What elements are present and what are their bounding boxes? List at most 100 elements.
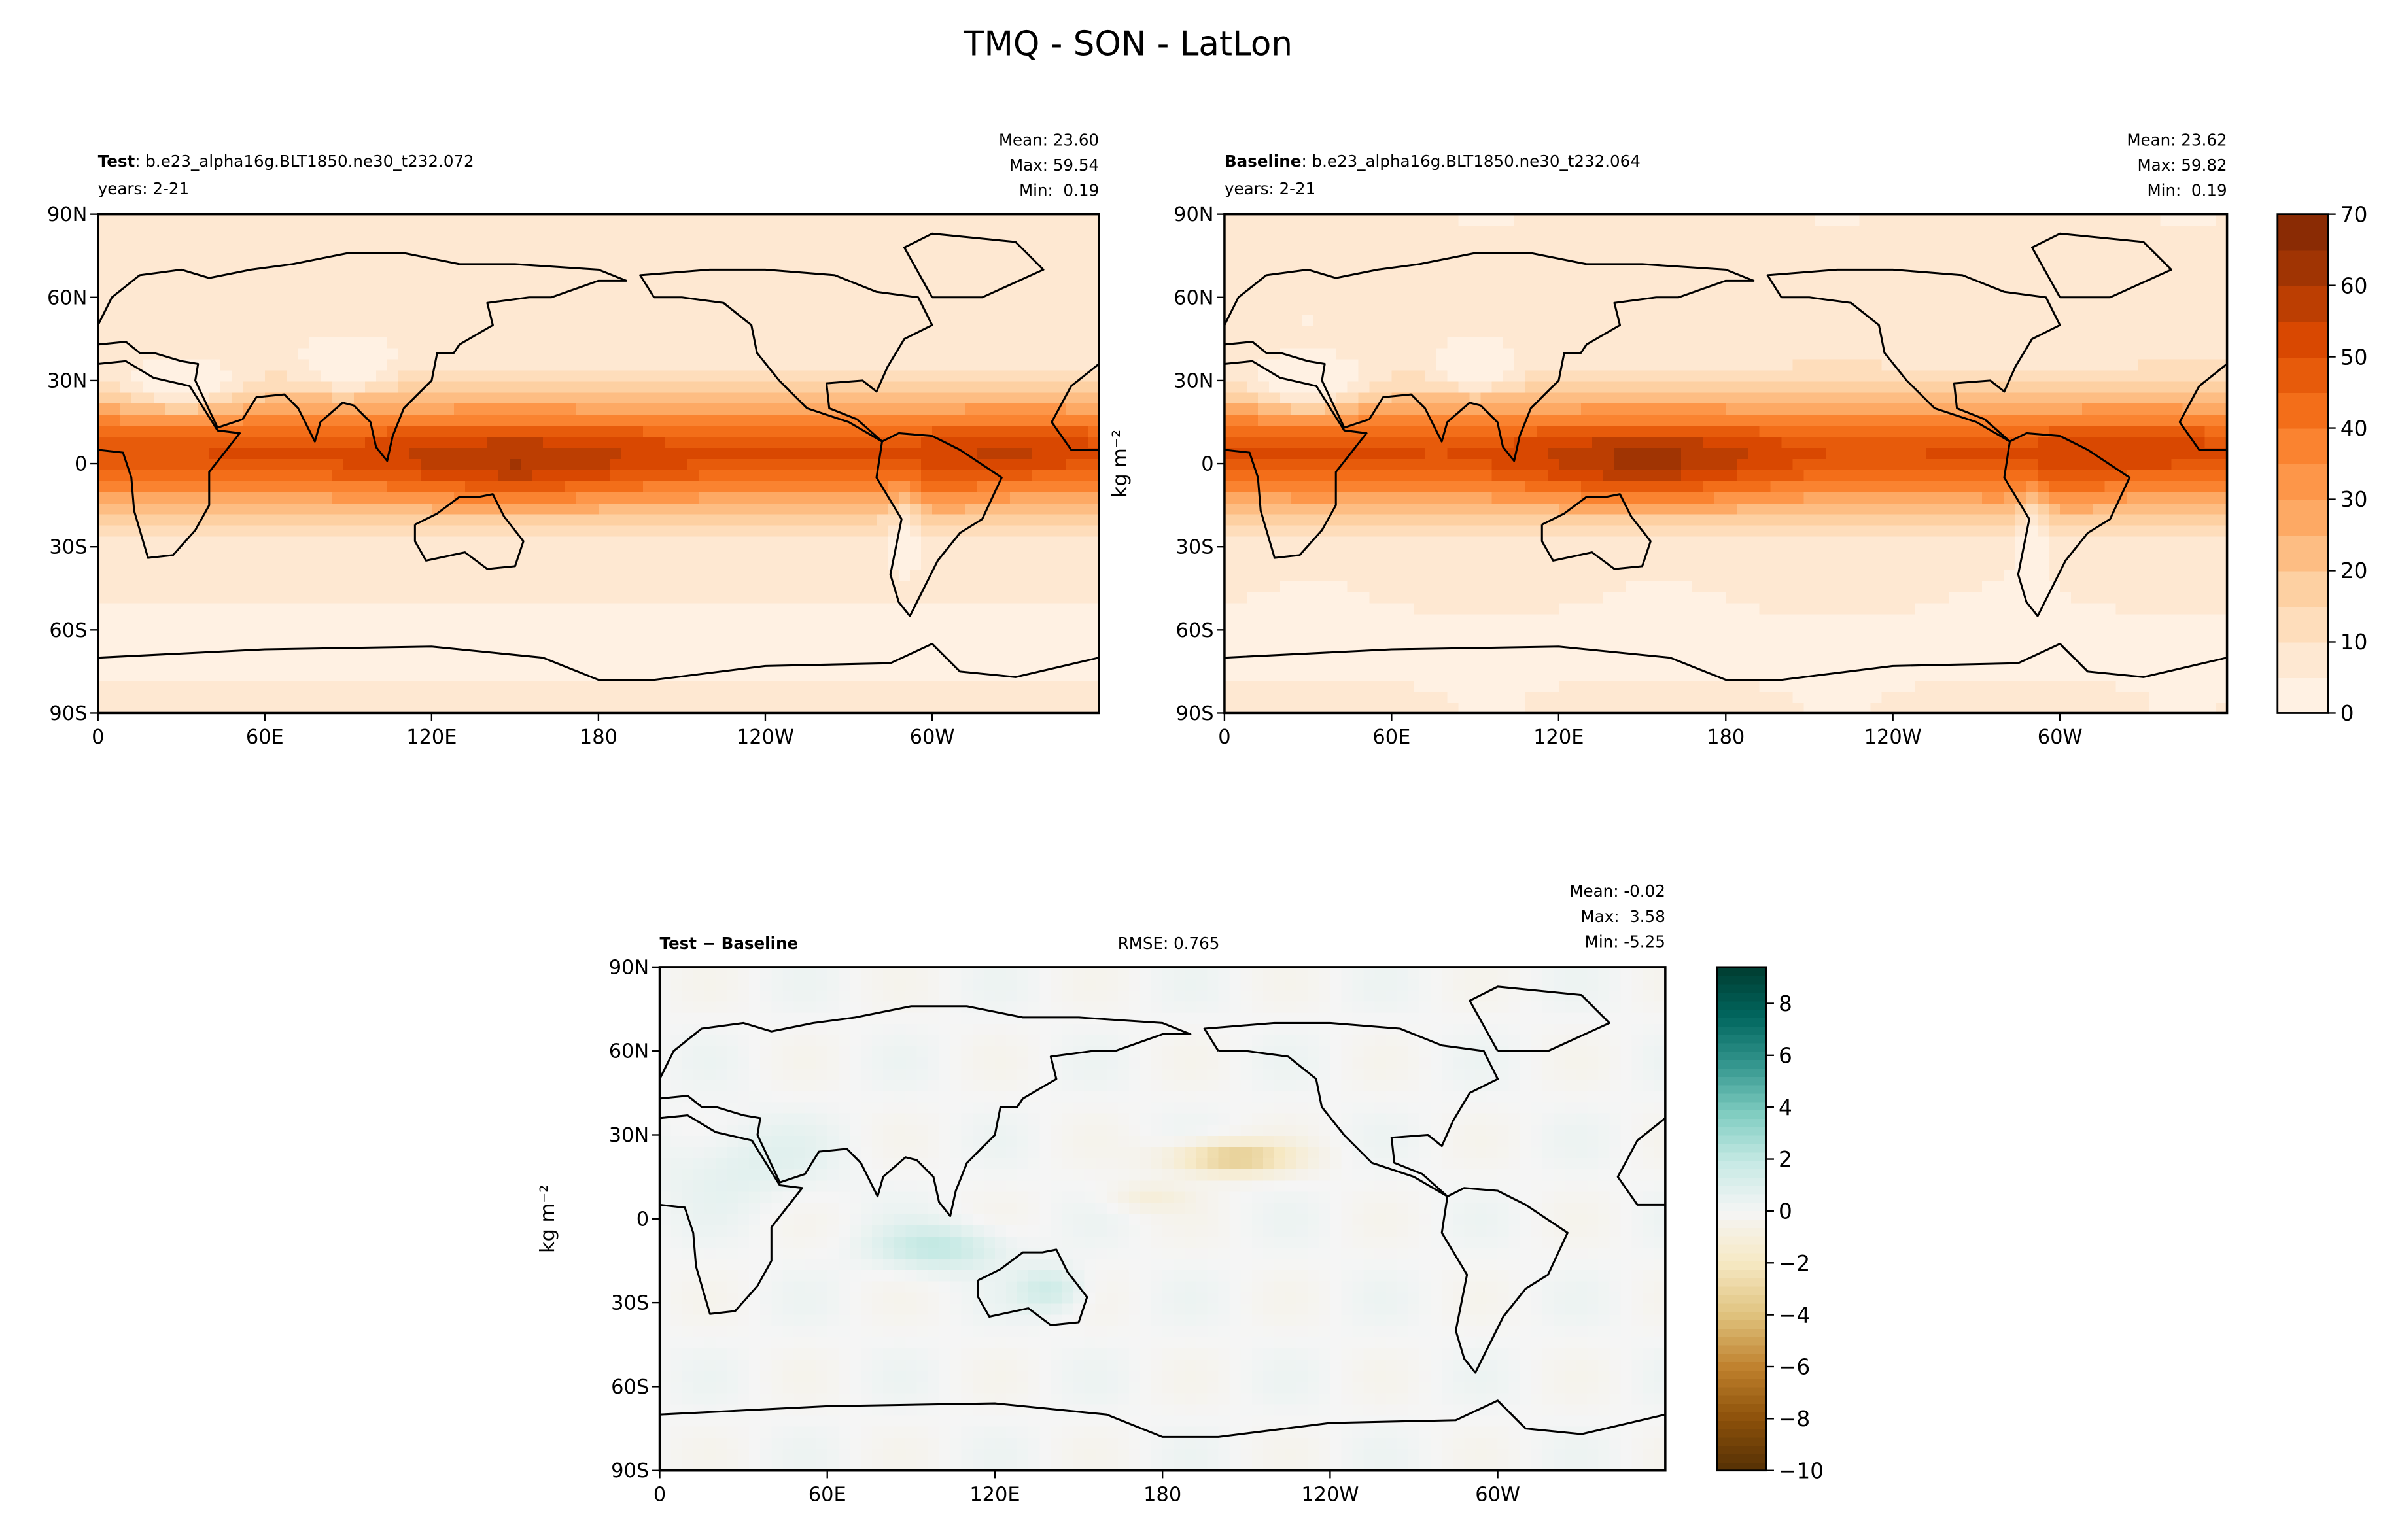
field-cell [320,303,333,315]
field-cell [642,336,655,349]
field-cell [798,668,811,681]
field-cell [420,314,433,326]
field-cell [1302,314,1315,326]
field-cell [899,380,911,393]
field-cell [253,358,266,371]
field-cell [910,458,922,470]
field-cell [887,624,900,637]
field-cell [642,292,655,304]
field-cell [988,325,1000,337]
field-cell [198,303,211,315]
field-cell [498,469,511,481]
field-cell [453,635,466,648]
field-cell [1402,602,1415,615]
field-cell [565,424,578,437]
field-cell [943,513,956,526]
field-cell [921,613,933,626]
field-cell [242,369,255,382]
field-cell [320,236,333,248]
field-cell [843,691,856,703]
field-cell [1043,369,1056,382]
field-cell [309,536,322,548]
field-cell [1235,247,1248,260]
field-cell [631,580,644,592]
field-cell [1246,436,1259,449]
field-cell [242,646,255,659]
field-cell [164,336,177,349]
field-cell [320,657,333,670]
field-cell [264,325,277,337]
field-cell [364,447,377,459]
field-cell [309,380,322,393]
field-cell [131,225,144,237]
field-cell [164,691,177,703]
field-cell [1380,558,1393,570]
field-cell [231,458,244,470]
field-cell [1336,491,1348,504]
field-cell [620,436,633,449]
field-cell [186,402,200,415]
field-cell [531,624,544,637]
field-cell [1235,436,1248,449]
field-cell [765,569,778,581]
field-cell [876,258,889,271]
field-cell [921,547,933,559]
field-cell [1224,469,1237,481]
field-cell [287,236,300,248]
field-cell [520,602,533,615]
field-cell [709,679,722,692]
field-cell [1224,613,1237,626]
field-cell [253,247,266,260]
field-cell [754,413,767,426]
field-cell [854,292,867,304]
field-cell [142,380,155,393]
field-cell [932,513,945,526]
field-cell [731,536,744,548]
field-cell [1280,480,1293,492]
field-cell [798,558,811,570]
field-cell [398,524,411,537]
field-cell [131,424,144,437]
field-cell [398,269,411,282]
field-cell [1436,635,1448,648]
field-cell [977,536,989,548]
field-cell [954,590,967,604]
field-cell [264,613,277,626]
field-cell [720,691,733,703]
field-cell [642,258,655,271]
field-cell [1369,668,1382,681]
field-cell [820,580,833,592]
field-cell [509,491,522,504]
field-cell [1235,691,1248,703]
field-cell [809,247,822,260]
field-cell [120,624,133,637]
field-cell [1447,702,1459,713]
field-cell [153,413,166,426]
field-cell [1258,547,1270,559]
field-cell [231,624,244,637]
field-cell [1425,624,1437,637]
field-cell [731,269,744,282]
field-cell [1291,691,1304,703]
field-cell [999,458,1011,470]
field-cell [609,469,622,481]
field-cell [565,480,578,492]
field-cell [709,691,722,703]
field-cell [1369,558,1382,570]
field-cell [765,547,778,559]
field-cell [231,247,244,260]
field-cell [565,569,578,581]
field-cell [209,480,222,492]
field-cell [1235,413,1248,426]
field-cell [653,480,667,492]
field-cell [331,602,344,615]
field-cell [1358,225,1370,237]
field-cell [843,580,856,592]
field-cell [1336,657,1348,670]
field-cell [820,358,833,371]
field-cell [1391,668,1404,681]
field-cell [498,247,511,260]
field-cell [498,303,511,315]
field-cell [843,391,856,404]
field-cell [331,679,344,692]
